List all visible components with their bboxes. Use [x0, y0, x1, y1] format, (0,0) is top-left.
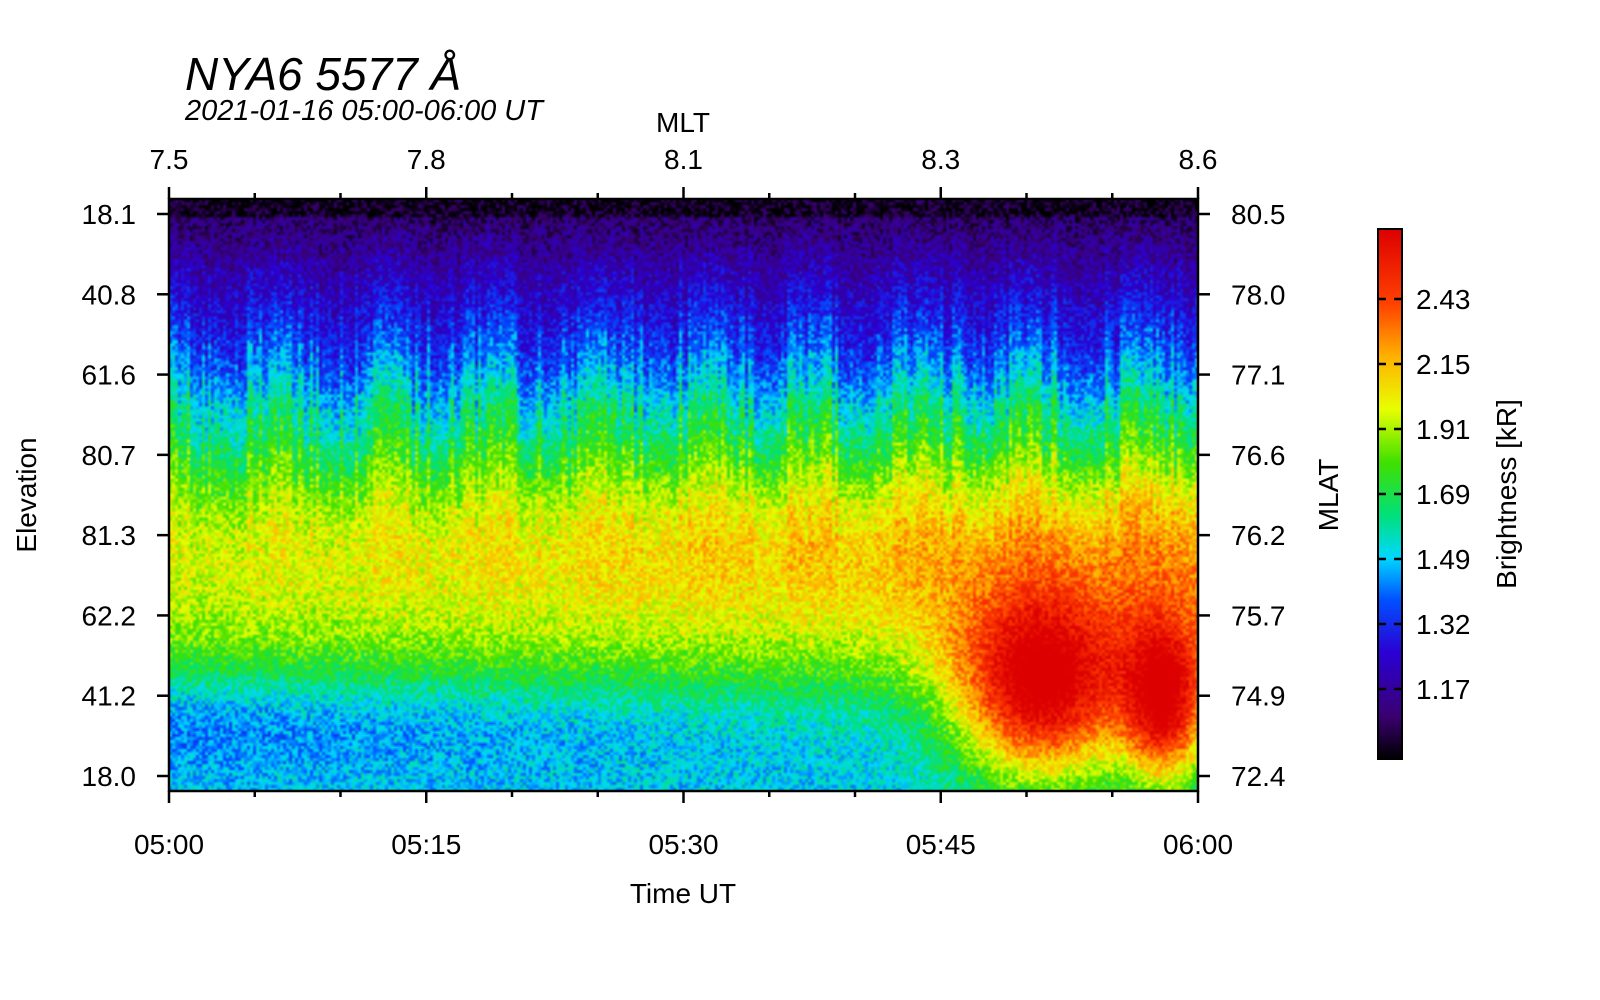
colorbar-tick-label: 1.91 — [1416, 414, 1471, 445]
elevation-tick-label: 61.6 — [82, 360, 137, 391]
x-tick-label: 05:15 — [391, 829, 461, 860]
colorbar-tick-label: 2.43 — [1416, 284, 1471, 315]
elevation-axis: 18.1 40.8 61.6 80.7 81.3 62.2 41.2 18.0 — [82, 199, 170, 792]
mlt-tick-label: 8.1 — [664, 144, 703, 175]
colorbar-tick-label: 1.49 — [1416, 544, 1471, 575]
mlat-tick-label: 80.5 — [1231, 199, 1286, 230]
mlt-tick-label: 7.8 — [407, 144, 446, 175]
elevation-tick-label: 41.2 — [82, 681, 137, 712]
chart-subtitle: 2021-01-16 05:00-06:00 UT — [184, 95, 545, 127]
colorbar-tick-label: 1.69 — [1416, 479, 1471, 510]
mlat-axis: 80.5 78.0 77.1 76.6 76.2 75.7 74.9 72.4 — [1198, 199, 1286, 792]
mlat-axis-title: MLAT — [1313, 459, 1344, 532]
elevation-tick-label: 80.7 — [82, 440, 137, 471]
mlat-tick-label: 78.0 — [1231, 279, 1286, 310]
x-tick-label: 06:00 — [1163, 829, 1233, 860]
mlt-axis: 7.5 7.8 8.1 8.3 8.6 — [150, 144, 1218, 199]
mlat-tick-label: 72.4 — [1231, 761, 1286, 792]
colorbar-tick-label: 1.17 — [1416, 674, 1471, 705]
y-axis-title: Elevation — [11, 437, 42, 552]
x-axis-title: Time UT — [630, 878, 736, 909]
mlt-tick-label: 7.5 — [150, 144, 189, 175]
colorbar-tick-label: 2.15 — [1416, 349, 1471, 380]
mlat-tick-label: 76.6 — [1231, 440, 1286, 471]
x-tick-label: 05:30 — [648, 829, 718, 860]
x-tick-label: 05:00 — [134, 829, 204, 860]
elevation-tick-label: 18.1 — [82, 199, 137, 230]
x-tick-label: 05:45 — [906, 829, 976, 860]
colorbar-tick-label: 1.32 — [1416, 609, 1471, 640]
elevation-tick-label: 81.3 — [82, 520, 137, 551]
heatmap-image — [169, 199, 1198, 791]
mlat-tick-label: 76.2 — [1231, 520, 1286, 551]
elevation-tick-label: 62.2 — [82, 600, 137, 631]
elevation-tick-label: 18.0 — [82, 761, 137, 792]
mlt-tick-label: 8.6 — [1179, 144, 1218, 175]
x-axis: 05:00 05:15 05:30 05:45 06:00 — [134, 791, 1233, 860]
mlat-tick-label: 75.7 — [1231, 600, 1286, 631]
mlt-axis-title: MLT — [656, 107, 710, 138]
chart-title: NYA6 5577 Å — [185, 48, 461, 100]
mlt-tick-label: 8.3 — [921, 144, 960, 175]
elevation-tick-label: 40.8 — [82, 279, 137, 310]
mlat-tick-label: 77.1 — [1231, 360, 1286, 391]
colorbar-label: Brightness [kR] — [1491, 399, 1522, 589]
mlat-tick-label: 74.9 — [1231, 681, 1286, 712]
